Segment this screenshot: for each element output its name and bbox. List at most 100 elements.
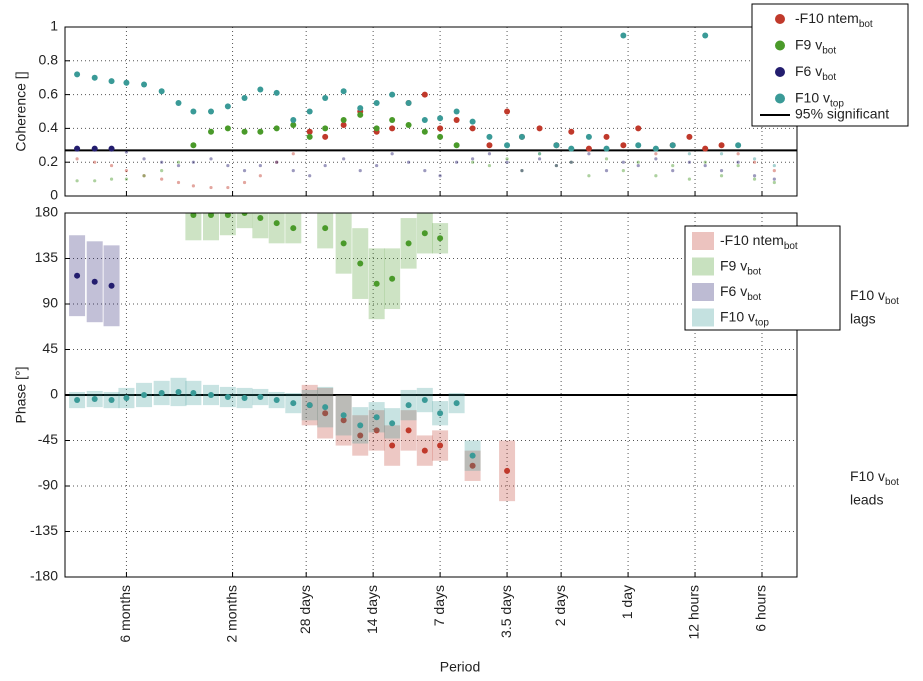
data-point bbox=[91, 396, 98, 403]
data-point bbox=[719, 174, 724, 178]
data-point bbox=[636, 163, 640, 168]
data-point bbox=[453, 116, 460, 123]
data-point bbox=[421, 447, 428, 454]
legend-marker bbox=[775, 40, 785, 51]
data-point bbox=[340, 88, 347, 95]
data-point bbox=[273, 220, 280, 227]
data-point bbox=[91, 278, 98, 285]
data-point bbox=[702, 145, 709, 152]
data-point bbox=[322, 133, 329, 140]
data-point bbox=[585, 133, 592, 140]
data-point bbox=[686, 133, 693, 140]
data-point bbox=[142, 174, 146, 178]
data-point bbox=[569, 160, 573, 164]
annotation: F10 v bbox=[850, 468, 885, 484]
data-point bbox=[175, 100, 182, 107]
legend-label: F9 vbot bbox=[795, 36, 836, 56]
data-point bbox=[486, 142, 493, 149]
data-point bbox=[209, 185, 213, 190]
legend-label-sub: bot bbox=[822, 72, 836, 83]
y-tick-label: 0.2 bbox=[39, 153, 59, 169]
data-point bbox=[241, 128, 248, 135]
data-point bbox=[373, 427, 380, 434]
legend-label: F6 v bbox=[720, 283, 747, 299]
legend-label-sub: bot bbox=[747, 292, 761, 303]
data-point bbox=[772, 177, 776, 181]
data-point bbox=[620, 32, 627, 39]
data-point bbox=[636, 160, 640, 164]
data-point bbox=[421, 116, 428, 123]
legend-label: F6 vbot bbox=[720, 283, 761, 303]
legend-label-sub: bot bbox=[747, 267, 761, 278]
y-tick-label: -135 bbox=[30, 522, 58, 538]
data-point bbox=[322, 125, 329, 132]
data-point bbox=[322, 94, 329, 101]
error-band bbox=[268, 213, 285, 244]
data-point bbox=[687, 177, 692, 181]
data-point bbox=[208, 128, 215, 135]
error-band bbox=[185, 213, 202, 241]
x-tick-label: 28 days bbox=[297, 585, 313, 634]
data-point bbox=[224, 103, 231, 110]
data-point bbox=[405, 402, 412, 409]
data-point bbox=[176, 180, 181, 185]
data-point bbox=[306, 108, 313, 115]
x-tick-label: 2 months bbox=[223, 585, 239, 643]
data-point bbox=[687, 152, 692, 156]
data-point bbox=[703, 160, 707, 164]
data-point bbox=[752, 174, 757, 178]
data-point bbox=[190, 389, 197, 396]
data-point bbox=[124, 169, 129, 173]
x-tick-label: 3.5 days bbox=[498, 585, 514, 638]
data-point bbox=[702, 32, 709, 39]
y-tick-label: 0 bbox=[50, 386, 58, 402]
data-point bbox=[242, 169, 247, 173]
y-tick-label: 1 bbox=[50, 18, 58, 34]
data-point bbox=[242, 180, 247, 185]
x-axis-label: Period bbox=[440, 659, 480, 675]
data-point bbox=[471, 157, 475, 161]
data-point bbox=[421, 397, 428, 404]
data-point bbox=[258, 174, 262, 178]
legend-label: F6 vbot bbox=[795, 63, 836, 83]
x-tick-label: 6 hours bbox=[753, 585, 769, 632]
y-tick-label: 0.6 bbox=[39, 85, 59, 101]
legend-patch bbox=[692, 308, 714, 327]
x-tick-label: 7 days bbox=[431, 585, 447, 626]
data-point bbox=[226, 185, 230, 190]
error-band bbox=[219, 213, 236, 236]
x-tick-label: 1 day bbox=[619, 585, 635, 619]
legend-label: F10 v bbox=[795, 89, 830, 105]
data-point bbox=[190, 213, 197, 219]
data-point bbox=[390, 152, 394, 156]
data-point bbox=[587, 152, 591, 156]
data-point bbox=[74, 272, 81, 279]
data-point bbox=[620, 142, 627, 149]
data-point bbox=[306, 128, 313, 135]
data-point bbox=[437, 115, 444, 122]
data-point bbox=[142, 157, 146, 161]
data-point bbox=[141, 81, 148, 88]
data-point bbox=[520, 169, 524, 173]
data-point bbox=[208, 213, 215, 219]
legend-box bbox=[751, 3, 909, 127]
legend-label-sub: bot bbox=[784, 241, 798, 252]
data-point bbox=[389, 442, 396, 449]
data-point bbox=[719, 169, 724, 173]
data-point bbox=[719, 152, 724, 156]
data-point bbox=[340, 240, 347, 247]
data-point bbox=[357, 260, 364, 267]
data-point bbox=[504, 142, 511, 149]
data-point bbox=[241, 94, 248, 101]
y-tick-label: 0.4 bbox=[39, 119, 59, 135]
data-point bbox=[569, 160, 573, 164]
data-point bbox=[224, 125, 231, 132]
data-point bbox=[553, 142, 560, 149]
data-point bbox=[518, 133, 525, 140]
error-band bbox=[236, 213, 253, 229]
data-point bbox=[322, 225, 329, 232]
annotation: leads bbox=[850, 492, 883, 508]
data-point bbox=[752, 160, 757, 164]
data-point bbox=[142, 174, 146, 178]
